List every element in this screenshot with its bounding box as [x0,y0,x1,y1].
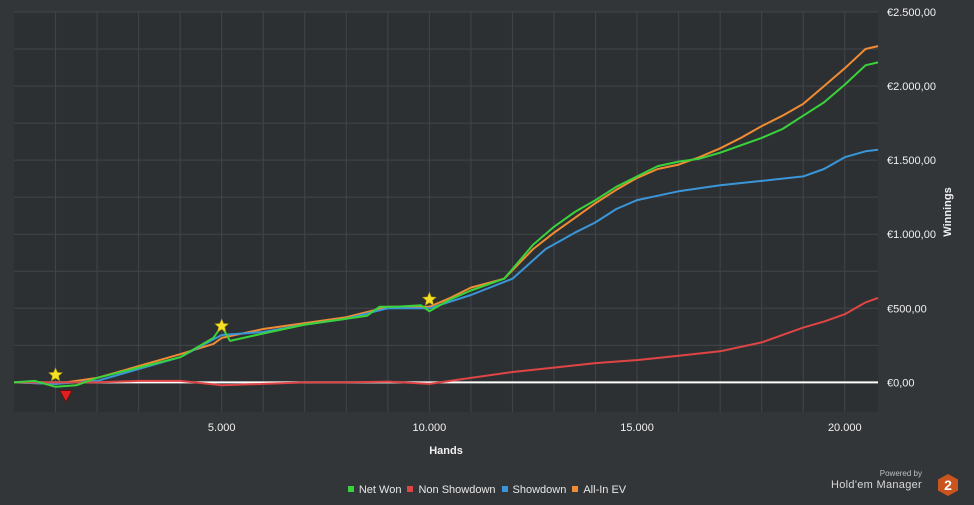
legend-label: All-In EV [583,484,627,496]
legend-item-non-showdown[interactable]: Non Showdown [407,484,496,496]
powered-by-label: Powered by [879,469,922,478]
x-tick-label: 10.000 [413,422,447,434]
series-lines [13,45,879,388]
y-tick-label: €2.500,00 [887,7,936,19]
legend-swatch [407,486,414,492]
y-tick-label: €1.500,00 [887,155,936,167]
x-tick-label: 15.000 [620,422,654,434]
legend-swatch [347,486,354,492]
legend-item-net-won[interactable]: Net Won [347,484,402,496]
legend-swatch [501,486,508,492]
grid-lines [14,11,878,412]
series-line-net-won [13,61,879,388]
plot-area [14,12,878,412]
x-tick-label: 20.000 [828,422,862,434]
y-tick-label: €1.000,00 [887,229,936,241]
x-axis-title: Hands [429,445,463,457]
series-line-all-in-ev [13,45,879,385]
product-name: Hold'em Manager [831,479,922,491]
legend-item-showdown[interactable]: Showdown [501,484,567,496]
y-tick-label: €500,00 [887,303,927,315]
x-tick-label: 5.000 [208,422,236,434]
legend-label: Net Won [358,484,402,496]
y-tick-labels: €0,00 €500,00 €1.000,00 €1.500,00 €2.000,00 €… [887,7,936,389]
legend-swatch [572,486,579,492]
star-marker-icon [214,318,230,333]
event-markers [48,291,437,403]
x-tick-labels: 5.000 10.000 15.000 20.000 [208,422,862,434]
y-axis-title: Winnings [942,187,954,236]
legend-label: Showdown [512,484,567,496]
star-marker-icon [421,291,437,306]
logo-digit: 2 [944,477,952,493]
triangle-down-marker-icon [59,390,73,403]
star-marker-icon [48,367,63,382]
holdem-manager-logo-icon: 2 [938,474,958,496]
y-tick-label: €2.000,00 [887,81,936,93]
y-tick-label: €0,00 [887,377,915,389]
legend-label: Non Showdown [418,484,496,496]
legend-item-all-in-ev[interactable]: All-In EV [572,484,626,496]
series-line-non-showdown [14,296,879,387]
legend: Net Won Non Showdown Showdown All-In EV [0,484,974,496]
